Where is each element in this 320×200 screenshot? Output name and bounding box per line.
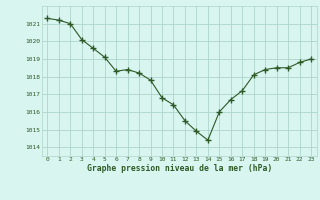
X-axis label: Graphe pression niveau de la mer (hPa): Graphe pression niveau de la mer (hPa) [87, 164, 272, 173]
